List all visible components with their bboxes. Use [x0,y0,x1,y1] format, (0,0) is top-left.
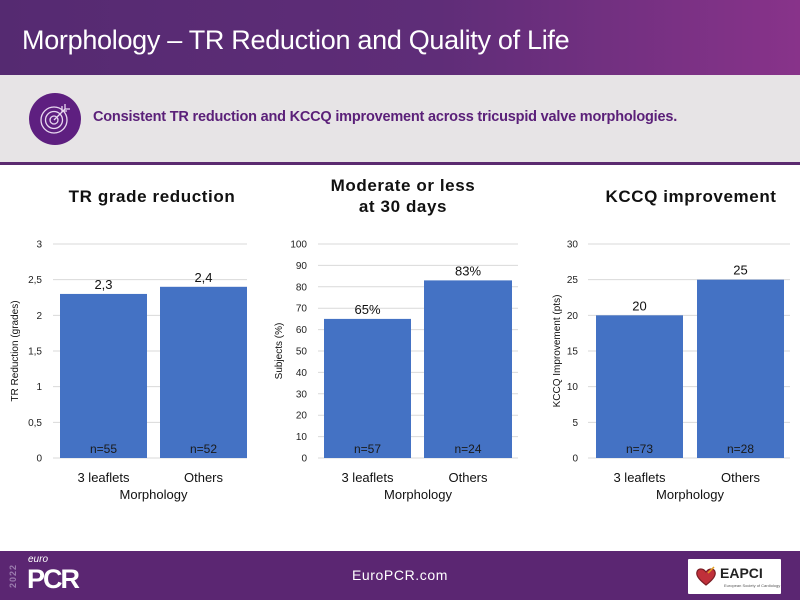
x-tick-label: Others [721,470,761,485]
x-tick-label: 3 leaflets [613,470,666,485]
y-axis-title: KCCQ Improvement (pts) [552,295,563,408]
bar-others [424,280,512,458]
bar-three-leaflets [324,318,411,458]
y-tick-label: 15 [567,347,579,358]
y-tick-label: 30 [567,240,579,251]
logo-name: PCR [27,564,80,594]
y-tick-label: 1 [36,382,42,393]
key-message-banner: Consistent TR reduction and KCCQ improve… [0,75,800,165]
x-axis-title: Morphology [384,487,452,502]
y-tick-label: 10 [567,382,579,393]
charts-area: TR grade reduction 0 0,5 1 1,5 2 2,5 3 2,3 n=55 3 … [0,165,800,545]
y-axis-title: Subjects (%) [274,323,285,380]
sample-size-label: n=55 [90,442,117,456]
slide-header: Morphology – TR Reduction and Quality of… [0,0,800,75]
sample-size-label: n=73 [626,442,653,456]
y-tick-label: 2 [36,311,42,322]
sample-size-label: n=57 [354,442,381,456]
y-tick-label: 30 [296,389,308,400]
data-label: 2,4 [194,270,212,285]
y-tick-label: 100 [290,240,307,251]
europcr-logo: 2022 euro PCR [8,554,88,598]
y-axis-title: TR Reduction (grades) [10,300,21,401]
charts-canvas: TR grade reduction 0 0,5 1 1,5 2 2,5 3 2,3 n=55 3 … [10,176,790,502]
x-tick-label: Others [184,470,224,485]
slide-title: Morphology – TR Reduction and Quality of… [22,25,570,55]
eapci-logo: EAPCI European Society of Cardiology [688,559,781,594]
y-tick-label: 0 [36,454,42,465]
chart-title: TR grade reduction [69,187,236,206]
x-axis-title: Morphology [656,487,724,502]
eapci-subtitle: European Society of Cardiology [724,583,781,588]
data-label: 20 [632,298,646,313]
bar-others [697,279,784,458]
y-tick-label: 90 [296,261,308,272]
slide-footer: 2022 euro PCR EuroPCR.com EAPCI European… [0,551,800,600]
data-label: 25 [733,263,747,278]
y-tick-label: 0,5 [28,418,42,429]
y-tick-label: 20 [567,311,579,322]
key-message-text: Consistent TR reduction and KCCQ improve… [93,109,678,125]
y-tick-label: 0 [301,454,307,465]
y-tick-label: 50 [296,347,308,358]
y-tick-label: 40 [296,368,308,379]
x-tick-label: 3 leaflets [341,470,394,485]
x-axis-title: Morphology [120,487,188,502]
logo-prefix: euro [28,554,49,565]
sample-size-label: n=24 [454,442,481,456]
y-tick-label: 10 [296,432,308,443]
data-label: 65% [354,302,380,317]
data-label: 83% [455,263,481,278]
y-tick-label: 0 [572,454,578,465]
y-tick-label: 5 [572,418,578,429]
y-tick-label: 2,5 [28,275,42,286]
y-tick-label: 3 [36,240,42,251]
sample-size-label: n=28 [727,442,754,456]
heart-icon [696,566,716,586]
x-tick-label: 3 leaflets [77,470,130,485]
eapci-name: EAPCI [720,565,763,581]
data-label: 2,3 [94,277,112,292]
y-tick-label: 60 [296,325,308,336]
bar-three-leaflets [596,315,683,458]
sample-size-label: n=52 [190,442,217,456]
x-tick-label: Others [448,470,488,485]
target-icon [29,93,81,145]
y-tick-label: 70 [296,304,308,315]
chart-title: Moderate or less [331,176,476,195]
website-link[interactable]: EuroPCR.com [351,567,449,583]
y-tick-label: 20 [296,411,308,422]
chart-title: at 30 days [359,197,447,216]
y-tick-label: 80 [296,282,308,293]
y-tick-label: 1,5 [28,347,42,358]
bar-three-leaflets [60,293,147,458]
chart-title: KCCQ improvement [605,187,776,206]
y-tick-label: 25 [567,275,579,286]
bar-others [160,286,247,458]
